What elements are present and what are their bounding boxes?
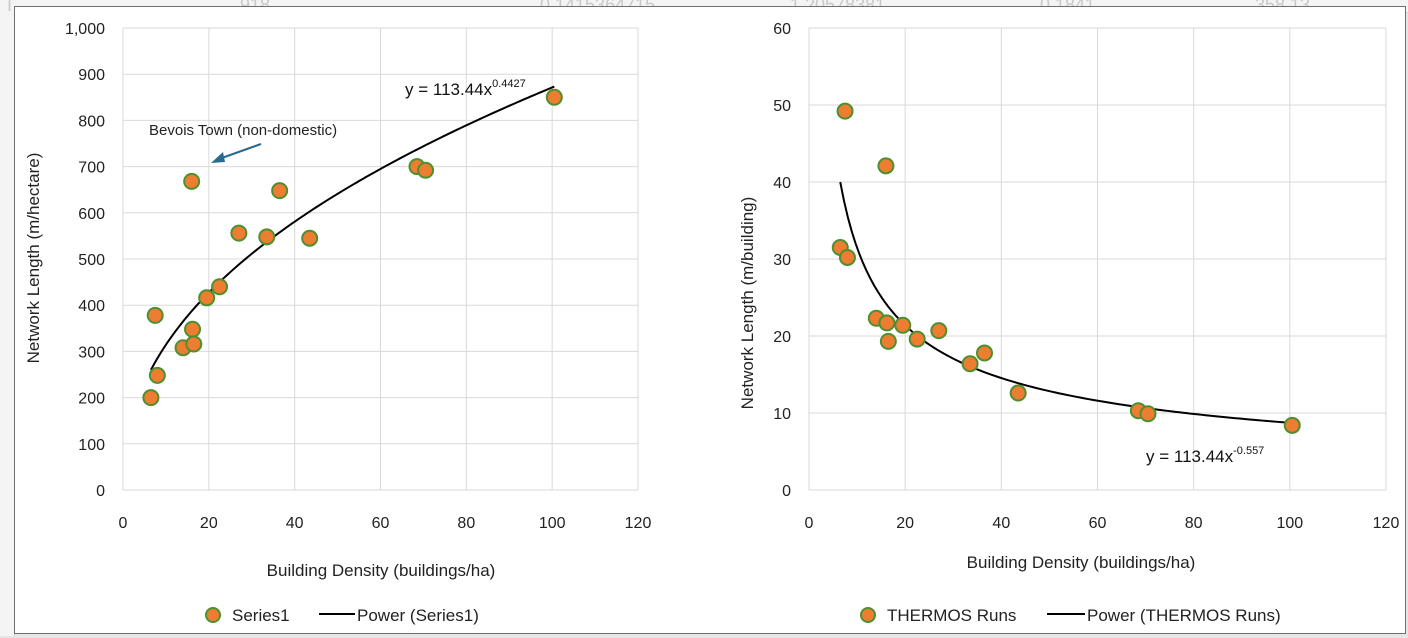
x-tick-label: 120 bbox=[1373, 515, 1400, 532]
y-tick-labels: 0 100 200 300 400 500 600 700 800 900 1,000 bbox=[65, 21, 105, 500]
trendline-equation-exponent: -0.557 bbox=[1233, 445, 1264, 457]
data-point bbox=[146, 306, 164, 324]
data-point bbox=[1283, 416, 1301, 434]
legend[interactable]: Series1 Power (Series1) bbox=[205, 606, 479, 625]
data-point bbox=[142, 389, 160, 407]
data-point bbox=[976, 344, 994, 362]
data-point bbox=[908, 330, 926, 348]
y-tick-label: 900 bbox=[78, 67, 105, 84]
x-tick-label: 20 bbox=[896, 515, 914, 532]
y-tick-label: 60 bbox=[773, 21, 791, 38]
x-tick-label: 60 bbox=[372, 515, 390, 532]
legend-trendline-label: Power (Series1) bbox=[357, 606, 479, 625]
x-tick-label: 40 bbox=[992, 515, 1010, 532]
data-point bbox=[930, 322, 948, 340]
x-axis-title: Building Density (buildings/ha) bbox=[267, 561, 496, 580]
x-tick-label: 100 bbox=[539, 515, 566, 532]
x-axis-title: Building Density (buildings/ha) bbox=[967, 553, 1196, 572]
y-tick-label: 1,000 bbox=[65, 21, 105, 38]
data-point bbox=[211, 278, 229, 296]
data-point bbox=[258, 228, 276, 246]
y-tick-labels: 0 10 20 30 40 50 60 bbox=[773, 21, 791, 500]
data-point bbox=[877, 157, 895, 175]
chart-network-length-per-hectare[interactable]: 0 100 200 300 400 500 600 700 800 900 1,000 0 20 40 6… bbox=[24, 21, 651, 625]
y-tick-label: 200 bbox=[78, 391, 105, 408]
y-tick-label: 20 bbox=[773, 329, 791, 346]
background-cell: T bbox=[4, 0, 15, 15]
data-point bbox=[183, 172, 201, 190]
data-point bbox=[545, 88, 563, 106]
y-tick-label: 50 bbox=[773, 98, 791, 115]
legend-series-label: Series1 bbox=[232, 606, 290, 625]
data-point bbox=[836, 102, 854, 120]
legend[interactable]: THERMOS Runs Power (THERMOS Runs) bbox=[860, 606, 1281, 625]
y-tick-label: 40 bbox=[773, 175, 791, 192]
trendline-equation-base: y = 113.44x bbox=[405, 80, 493, 99]
x-tick-labels: 0 20 40 60 80 100 120 bbox=[805, 515, 1400, 532]
x-tick-label: 40 bbox=[286, 515, 304, 532]
legend-series-label: THERMOS Runs bbox=[887, 606, 1016, 625]
x-tick-label: 120 bbox=[625, 515, 652, 532]
data-point bbox=[879, 332, 897, 350]
data-point bbox=[230, 224, 248, 242]
spreadsheet-row-gutter bbox=[0, 12, 15, 636]
y-tick-label: 0 bbox=[96, 483, 105, 500]
data-point bbox=[838, 248, 856, 266]
trendline-equation-base: y = 113.44x bbox=[1146, 447, 1234, 466]
x-tick-labels: 0 20 40 60 80 100 120 bbox=[119, 515, 652, 532]
x-tick-label: 0 bbox=[119, 515, 128, 532]
x-tick-label: 80 bbox=[1185, 515, 1203, 532]
data-point bbox=[301, 229, 319, 247]
annotation-bevois-town: Bevois Town (non-domestic) bbox=[149, 122, 337, 139]
legend-marker bbox=[860, 607, 876, 623]
data-point bbox=[184, 320, 202, 338]
y-tick-label: 600 bbox=[78, 206, 105, 223]
trendline-equation-exponent: 0.4427 bbox=[492, 78, 526, 90]
trendline-equation: y = 113.44x-0.557 bbox=[1146, 445, 1264, 466]
data-point bbox=[271, 182, 289, 200]
data-point bbox=[961, 355, 979, 373]
y-tick-label: 800 bbox=[78, 113, 105, 130]
y-tick-label: 300 bbox=[78, 344, 105, 361]
annotation-arrow bbox=[211, 142, 262, 163]
y-axis-title: Network Length (m/hectare) bbox=[24, 153, 43, 364]
y-tick-label: 700 bbox=[78, 160, 105, 177]
data-point bbox=[198, 289, 216, 307]
data-points bbox=[831, 102, 1301, 434]
trendline-equation: y = 113.44x0.4427 bbox=[405, 78, 526, 99]
y-tick-label: 10 bbox=[773, 406, 791, 423]
chart-network-length-per-building[interactable]: 0 10 20 30 40 50 60 0 20 40 60 80 100 120 y = 113.44… bbox=[738, 21, 1399, 625]
power-trendline bbox=[839, 181, 1293, 424]
data-points bbox=[142, 88, 563, 407]
data-point bbox=[878, 314, 896, 332]
y-tick-label: 500 bbox=[78, 252, 105, 269]
legend-trendline-label: Power (THERMOS Runs) bbox=[1087, 606, 1281, 625]
data-point bbox=[417, 161, 435, 179]
chart-gridlines bbox=[808, 27, 1387, 491]
x-tick-label: 100 bbox=[1276, 515, 1303, 532]
chart-gridlines bbox=[122, 27, 639, 491]
y-axis-title: Network Length (m/building) bbox=[738, 197, 757, 410]
x-tick-label: 0 bbox=[805, 515, 814, 532]
data-point bbox=[185, 335, 203, 353]
y-tick-label: 0 bbox=[782, 483, 791, 500]
data-point bbox=[1009, 384, 1027, 402]
data-point bbox=[148, 366, 166, 384]
x-tick-label: 60 bbox=[1089, 515, 1107, 532]
legend-marker bbox=[205, 607, 221, 623]
y-tick-label: 100 bbox=[78, 437, 105, 454]
data-point bbox=[894, 316, 912, 334]
charts-container[interactable]: 0 100 200 300 400 500 600 700 800 900 1,000 0 20 40 6… bbox=[14, 6, 1406, 634]
x-tick-label: 80 bbox=[457, 515, 475, 532]
y-tick-label: 400 bbox=[78, 298, 105, 315]
data-point bbox=[1139, 405, 1157, 423]
x-tick-label: 20 bbox=[200, 515, 218, 532]
y-tick-label: 30 bbox=[773, 252, 791, 269]
